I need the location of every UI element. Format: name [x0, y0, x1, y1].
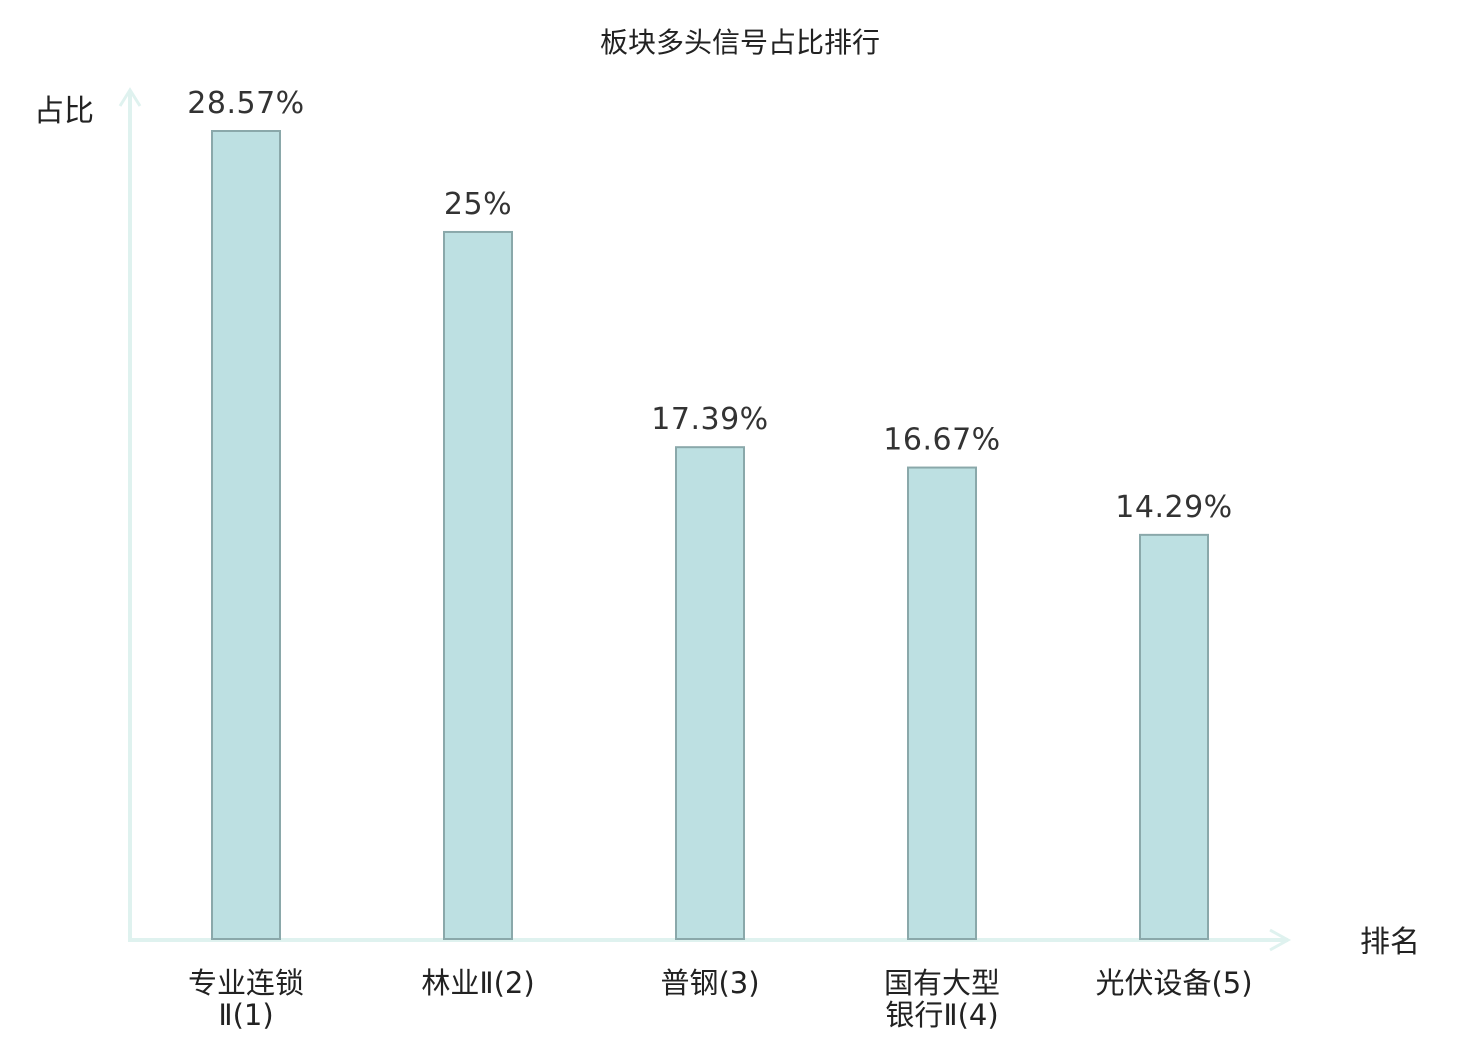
bar [1139, 533, 1209, 940]
category-label: 国有大型 [884, 966, 1000, 1000]
value-label: 25% [444, 187, 512, 222]
category-label: 银行Ⅱ(4) [885, 998, 998, 1032]
bar [907, 466, 977, 940]
x-axis-label: 排名 [1360, 925, 1420, 960]
y-axis-arrow [118, 87, 142, 107]
y-axis-label: 占比 [34, 94, 94, 129]
x-axis-arrow [1269, 928, 1292, 952]
bar [443, 230, 513, 940]
bars-group [211, 130, 1209, 940]
value-label: 14.29% [1115, 490, 1232, 525]
value-label: 17.39% [651, 402, 768, 437]
category-label: Ⅱ(1) [218, 998, 273, 1032]
bar [675, 446, 745, 940]
chart-title: 板块多头信号占比排行 [600, 26, 880, 59]
category-label: 专业连锁 [188, 966, 304, 1000]
category-label: 光伏设备(5) [1095, 966, 1252, 1000]
value-labels-group: 28.57% 25% 17.39% 16.67% 14.29% [187, 86, 1232, 525]
value-label: 28.57% [187, 86, 304, 121]
value-label: 16.67% [883, 423, 1000, 458]
category-label: 普钢(3) [660, 966, 759, 1000]
category-label: 林业Ⅱ(2) [421, 966, 534, 1000]
bar [211, 130, 281, 940]
